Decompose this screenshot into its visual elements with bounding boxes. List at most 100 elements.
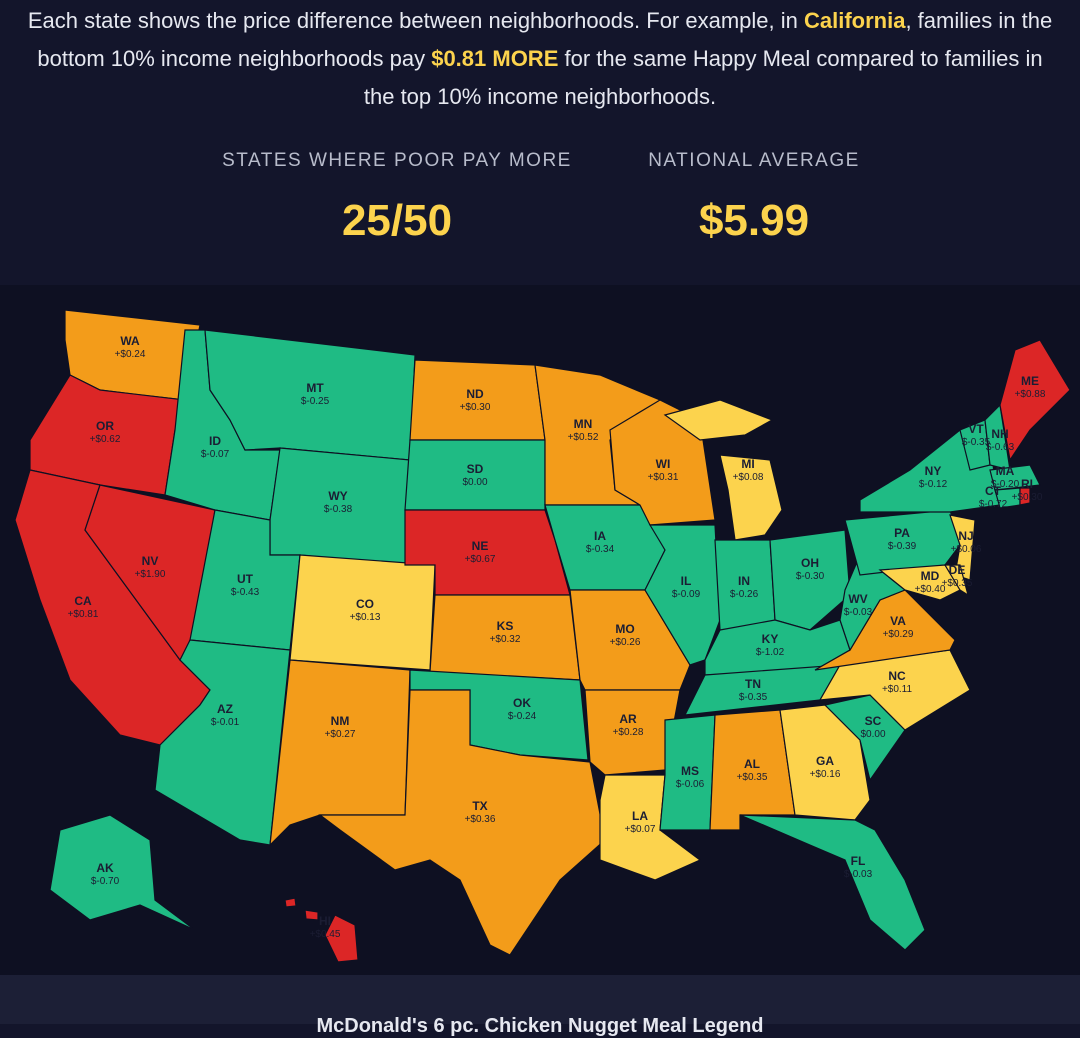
state-value: $-0.39 <box>888 541 917 552</box>
state-value: +$0.35 <box>737 772 768 783</box>
state-value: +$0.67 <box>465 554 496 565</box>
state-value: $-0.35 <box>739 692 768 703</box>
state-abbr: MI <box>741 457 754 471</box>
state-abbr: WY <box>328 489 347 503</box>
state-value: +$0.06 <box>951 544 982 555</box>
state-abbr: MT <box>306 381 324 395</box>
state <box>823 694 906 782</box>
state-value: +$0.11 <box>882 684 913 695</box>
intro: Each state shows the price difference be… <box>20 2 1060 116</box>
intro-text: , families in the bottom 10% income neig… <box>37 8 1053 71</box>
state-value: $-0.06 <box>676 779 705 790</box>
state-value: $-0.30 <box>796 571 825 582</box>
legend-panel: McDonald's 6 pc. Chicken Nugget Meal Leg… <box>0 975 1080 1037</box>
state-abbr: GA <box>816 754 834 768</box>
state-value: $-0.34 <box>586 544 615 555</box>
state-abbr: VT <box>968 422 984 436</box>
state-abbr: WI <box>656 457 671 471</box>
state-abbr: MD <box>921 569 940 583</box>
state <box>584 689 681 776</box>
state-value: $-0.12 <box>919 479 948 490</box>
state-value: +$0.26 <box>610 637 641 648</box>
state-value: $-0.25 <box>301 396 330 407</box>
state-value: +$0.81 <box>68 609 99 620</box>
state <box>989 464 1041 491</box>
state-value: $-0.63 <box>986 442 1015 453</box>
state-abbr: NV <box>142 554 159 568</box>
stat-label: STATES WHERE POOR PAY MORE <box>222 150 572 171</box>
state-abbr: AR <box>619 712 637 726</box>
state-abbr: MN <box>574 417 593 431</box>
state-value: +$0.13 <box>350 612 381 623</box>
state <box>999 339 1071 462</box>
state-abbr: HI <box>319 914 331 928</box>
state-value: +$0.45 <box>310 929 341 940</box>
state-abbr: IN <box>738 574 750 588</box>
state-value: $-1.02 <box>756 647 785 658</box>
state-value: $0.00 <box>462 477 487 488</box>
state-value: +$0.62 <box>90 434 121 445</box>
state-value: +$0.35 <box>942 578 973 589</box>
state-abbr: VA <box>890 614 906 628</box>
state-abbr: ME <box>1021 374 1039 388</box>
state-abbr: CA <box>74 594 92 608</box>
state-abbr: OR <box>96 419 114 433</box>
stat: NATIONAL AVERAGE $5.99 <box>554 150 954 246</box>
state-value: +$0.30 <box>460 402 491 413</box>
state-abbr: NE <box>472 539 489 553</box>
highlight-state: California <box>803 8 906 33</box>
state-abbr: NM <box>331 714 350 728</box>
state-abbr: WV <box>848 592 867 606</box>
state-value: +$0.36 <box>465 814 496 825</box>
state-value: +$0.52 <box>568 432 599 443</box>
state-abbr: TX <box>472 799 487 813</box>
state-value: $-0.72 <box>979 499 1008 510</box>
stat-label: NATIONAL AVERAGE <box>648 150 860 171</box>
stat-value: 25/50 <box>341 196 453 245</box>
state-value: +$0.08 <box>733 472 764 483</box>
state-value: $-0.38 <box>324 504 353 515</box>
state-value: +$0.31 <box>648 472 679 483</box>
states <box>14 309 1071 963</box>
intro-text: Each state shows the price difference be… <box>27 8 804 33</box>
highlight-amount: $0.81 MORE <box>431 46 559 71</box>
state-value: $-0.01 <box>211 717 240 728</box>
state <box>878 564 961 601</box>
state-value: $-0.24 <box>508 711 537 722</box>
state-value: $-0.20 <box>991 479 1020 490</box>
state <box>739 814 926 951</box>
state-value: +$0.30 <box>1012 492 1043 503</box>
state-value: +$0.40 <box>915 584 946 595</box>
state-value: $-0.07 <box>201 449 230 460</box>
intro-text: for the same Happy Meal compared to fami… <box>363 46 1043 109</box>
state-abbr: WA <box>120 334 140 348</box>
state-value: +$0.28 <box>613 727 644 738</box>
state <box>284 897 359 963</box>
state <box>1019 487 1031 506</box>
state-abbr: LA <box>632 809 648 823</box>
state-value: $-0.03 <box>844 607 873 618</box>
state-abbr: NY <box>925 464 942 478</box>
state-value: +$0.24 <box>115 349 146 360</box>
state-abbr: IL <box>681 574 692 588</box>
state-abbr: PA <box>894 526 910 540</box>
state-labels: WA+$0.24 OR+$0.62 CA+$0.81 NV+$1.90 ID$-0.07… <box>68 334 1046 940</box>
state-abbr: CT <box>985 484 1002 498</box>
state-value: $-0.09 <box>672 589 701 600</box>
state-value: $0.00 <box>860 729 885 740</box>
state <box>769 529 851 631</box>
state-abbr: OK <box>513 696 531 710</box>
state-value: +$0.32 <box>490 634 521 645</box>
state-value: +$0.88 <box>1015 389 1046 400</box>
state-abbr: OH <box>801 556 819 570</box>
state-value: $-0.70 <box>91 876 120 887</box>
state <box>659 714 716 831</box>
state-abbr: UT <box>237 572 254 586</box>
state <box>663 399 783 541</box>
state-value: +$1.90 <box>135 569 166 580</box>
state-abbr: IA <box>594 529 606 543</box>
state-value: +$0.27 <box>325 729 356 740</box>
map: WA+$0.24 OR+$0.62 CA+$0.81 NV+$1.90 ID$-0.07… <box>14 309 1071 963</box>
stat: STATES WHERE POOR PAY MORE 25/50 <box>197 150 597 246</box>
